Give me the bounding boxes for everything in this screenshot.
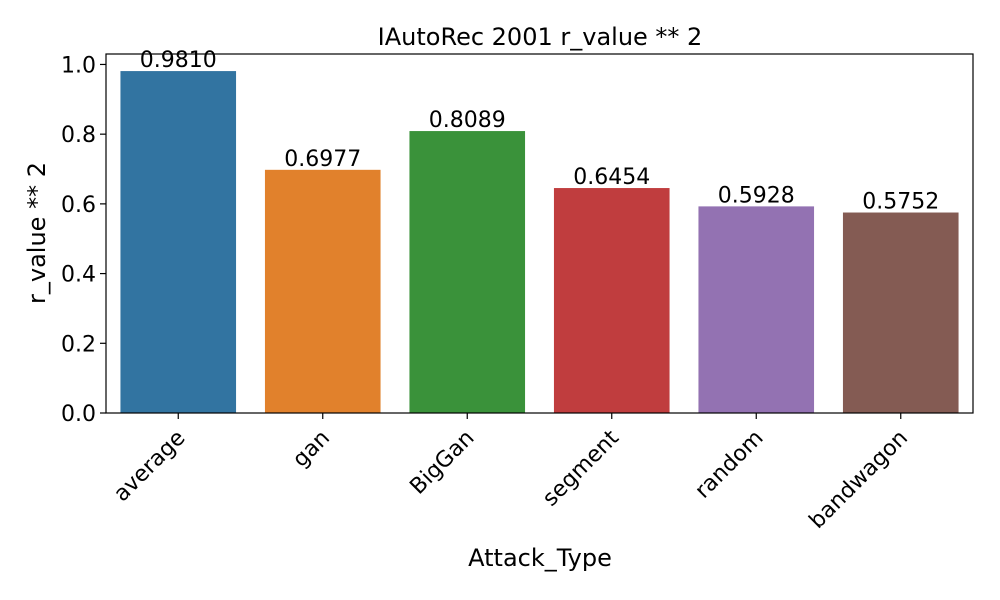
y-tick-label: 0.2 <box>61 332 96 357</box>
data-label-BigGan: 0.8089 <box>429 108 506 133</box>
y-tick-label: 0.8 <box>61 123 96 148</box>
y-axis-label: r_value ** 2 <box>23 162 51 304</box>
x-tick-label-random: random <box>690 426 768 504</box>
data-label-bandwagon: 0.5752 <box>862 190 939 215</box>
y-tick-label: 0.6 <box>61 193 96 218</box>
x-axis: average gan BigGan segment random bandwagon <box>109 413 913 534</box>
x-tick-label-segment: segment <box>538 425 624 511</box>
bar-BigGan <box>409 131 526 414</box>
data-label-average: 0.9810 <box>140 48 217 73</box>
x-axis-label: Attack_Type <box>468 544 612 572</box>
bar-segment <box>553 188 670 413</box>
bar-average <box>120 71 237 413</box>
data-labels-group: 0.9810 0.6977 0.8089 0.6454 0.5928 0.5752 <box>140 48 939 214</box>
bar-random <box>698 206 815 413</box>
x-tick-label-bandwagon: bandwagon <box>805 426 913 534</box>
bars-group <box>120 71 959 414</box>
y-tick-label: 1.0 <box>61 53 96 78</box>
y-tick-label: 0.4 <box>61 263 96 288</box>
x-tick-label-average: average <box>109 426 190 507</box>
y-tick-label: 0.0 <box>61 402 96 427</box>
y-axis: 0.0 0.2 0.4 0.6 0.8 1.0 <box>61 53 106 427</box>
data-label-gan: 0.6977 <box>284 147 361 172</box>
x-tick-label-gan: gan <box>288 426 335 473</box>
plot-frame <box>105 53 974 414</box>
data-label-random: 0.5928 <box>718 183 795 208</box>
chart-title: IAutoRec 2001 r_value ** 2 <box>378 23 703 51</box>
bar-gan <box>264 169 381 413</box>
x-tick-label-BigGan: BigGan <box>405 426 479 500</box>
bar-bandwagon <box>842 212 959 413</box>
data-label-segment: 0.6454 <box>573 165 650 190</box>
